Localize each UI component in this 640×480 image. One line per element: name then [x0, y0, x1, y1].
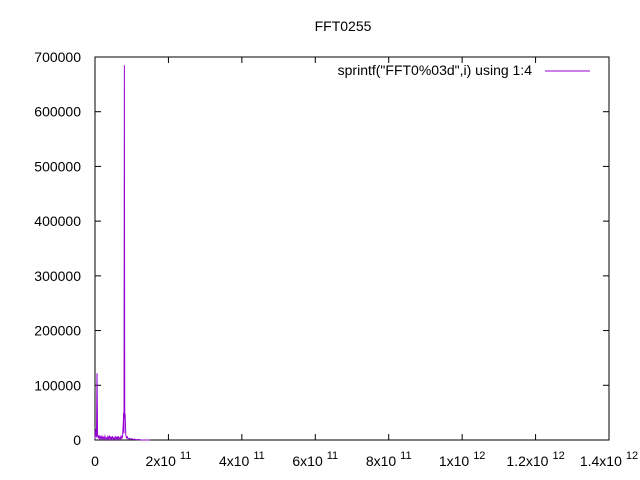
x-axis: 0 2x10 11 4x10 11 6x10 11 8x10 11 1x10 12 1.2x10 12 1… — [91, 57, 638, 469]
x-tick-base: 6x10 — [292, 453, 323, 469]
legend-entry-label: sprintf("FFT0%03d",i) using 1:4 — [338, 62, 533, 78]
plot-border — [94, 56, 610, 441]
x-tick-label: 1.4x10 12 — [580, 450, 638, 469]
x-tick-label: 8x10 11 — [366, 450, 412, 469]
chart-title: FFT0255 — [315, 18, 372, 34]
x-tick-exponent: 11 — [253, 450, 264, 462]
y-tick-label: 400000 — [34, 213, 81, 229]
y-axis: 0 100000 200000 300000 400000 500000 600000 700… — [34, 49, 609, 448]
series-line — [94, 65, 151, 442]
x-tick-base: 4x10 — [219, 453, 250, 469]
x-tick-label: 1x10 12 — [439, 450, 486, 469]
series-layer — [94, 65, 151, 442]
y-tick-label: 300000 — [34, 268, 81, 284]
x-tick-label: 2x10 11 — [146, 450, 192, 469]
y-tick-label: 500000 — [34, 158, 81, 174]
y-tick-label: 100000 — [34, 377, 81, 393]
x-tick-exponent: 12 — [626, 450, 638, 462]
x-tick-label: 1.2x10 12 — [506, 450, 564, 469]
legend: sprintf("FFT0%03d",i) using 1:4 — [338, 62, 590, 78]
x-tick-exponent: 11 — [180, 450, 191, 462]
y-tick-label: 0 — [73, 432, 81, 448]
x-tick-base: 1.4x10 — [580, 453, 622, 469]
y-tick-label: 200000 — [34, 323, 81, 339]
x-tick-base: 1.2x10 — [506, 453, 548, 469]
y-tick-label: 600000 — [34, 104, 81, 120]
x-tick-label: 6x10 11 — [292, 450, 338, 469]
x-tick-exponent: 12 — [473, 450, 485, 462]
x-tick-exponent: 12 — [552, 450, 564, 462]
x-tick-base: 1x10 — [439, 453, 470, 469]
x-tick-base: 8x10 — [366, 453, 397, 469]
x-tick-label: 4x10 11 — [219, 450, 265, 469]
x-tick-label: 0 — [91, 453, 99, 469]
y-tick-label: 700000 — [34, 49, 81, 65]
x-tick-exponent: 11 — [327, 450, 338, 462]
x-tick-base: 0 — [91, 453, 99, 469]
x-tick-exponent: 11 — [400, 450, 411, 462]
x-tick-base: 2x10 — [146, 453, 177, 469]
